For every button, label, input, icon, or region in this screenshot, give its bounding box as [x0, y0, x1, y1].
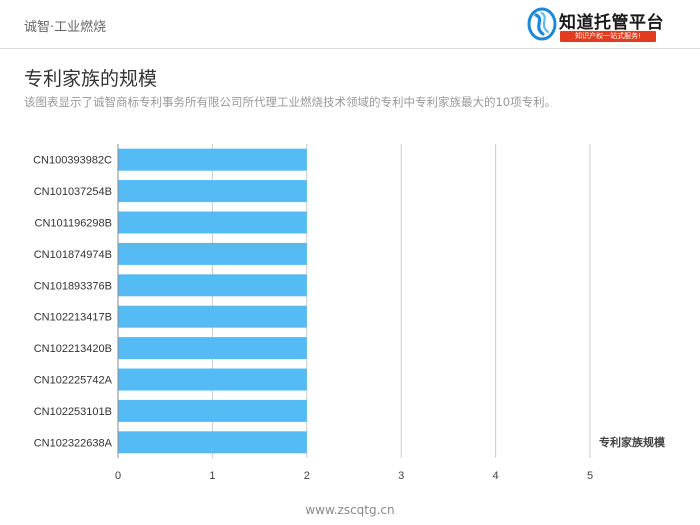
header-divider: [0, 48, 700, 49]
x-tick-label: 3: [398, 470, 404, 482]
wave-logo-icon: [527, 7, 557, 41]
bar: [118, 149, 307, 171]
header-title: 诚智·工业燃烧: [24, 16, 106, 35]
x-tick-label: 4: [493, 470, 499, 482]
category-label: CN101037254B: [34, 186, 112, 198]
bar: [118, 180, 307, 202]
bar: [118, 400, 307, 422]
category-label: CN100393982C: [33, 155, 112, 167]
bar: [118, 431, 307, 453]
category-label: CN101196298B: [35, 218, 112, 230]
category-label: CN102213417B: [34, 312, 112, 324]
page-description: 该图表显示了诚智商标专利事务所有限公司所代理工业燃烧技术领域的专利中专利家族最大…: [24, 94, 556, 110]
legend-label: 专利家族规模: [599, 435, 666, 449]
logo[interactable]: 知道托管平台 知识产权一站式服务!: [527, 6, 667, 44]
bar: [118, 243, 307, 265]
x-tick-label: 0: [115, 470, 121, 482]
x-tick-label: 5: [587, 470, 593, 482]
bar: [118, 274, 307, 296]
logo-name: 知道托管平台: [559, 8, 664, 33]
x-tick-label: 1: [209, 470, 215, 482]
category-label: CN102322638A: [34, 437, 113, 449]
bar: [118, 337, 307, 359]
category-label: CN101874974B: [34, 249, 112, 261]
page-title: 专利家族的规模: [24, 64, 157, 91]
category-label: CN102225742A: [34, 375, 113, 387]
bar: [118, 212, 307, 234]
header: 诚智·工业燃烧 知道托管平台 知识产权一站式服务!: [0, 0, 700, 48]
logo-slogan: 知识产权一站式服务!: [560, 31, 656, 42]
category-label: CN102213420B: [34, 343, 112, 355]
bar: [118, 369, 307, 391]
category-label: CN101893376B: [34, 280, 112, 292]
category-label: CN102253101B: [34, 406, 112, 418]
x-tick-label: 2: [304, 470, 310, 482]
patent-family-chart: 0 1 2 3 4 5 CN100393982C CN101037254B CN10119629…: [0, 130, 700, 490]
footer-url[interactable]: www.zscqtg.cn: [0, 503, 700, 517]
bar: [118, 306, 307, 328]
